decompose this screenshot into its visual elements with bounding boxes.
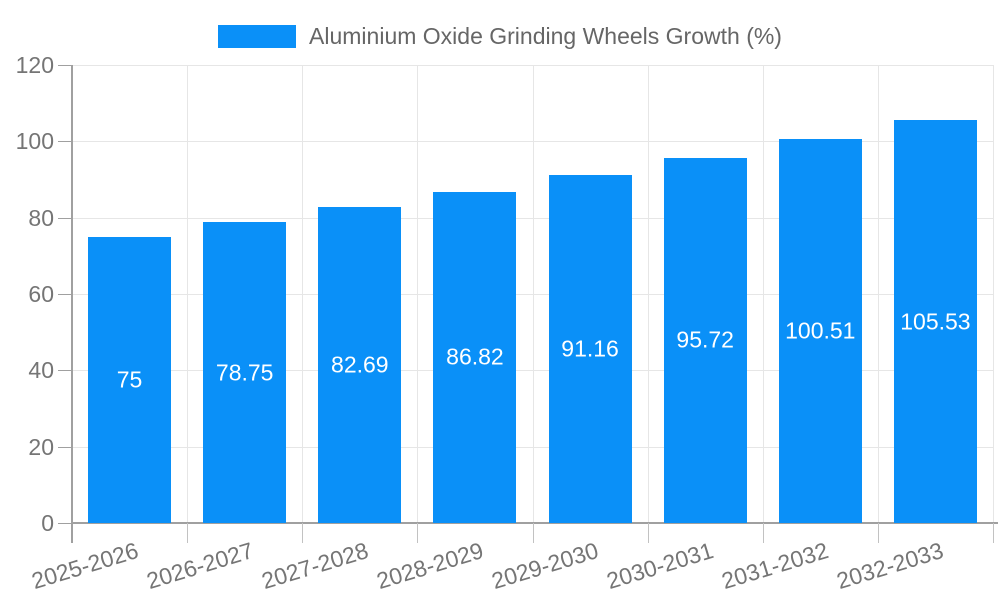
bar-value-label: 105.53 (900, 308, 971, 335)
y-tick-label: 60 (28, 281, 54, 307)
v-gridline (762, 65, 764, 523)
x-axis-tick (417, 523, 419, 543)
y-axis-tick (58, 523, 72, 524)
legend[interactable]: Aluminium Oxide Grinding Wheels Growth (… (0, 22, 1000, 50)
v-gridline (302, 65, 304, 523)
y-tick-label: 80 (28, 204, 54, 231)
v-gridline (647, 65, 649, 523)
y-axis-tick (58, 217, 72, 219)
bar-value-label: 82.69 (331, 351, 389, 378)
v-gridline (187, 65, 189, 523)
x-axis-tick (532, 523, 534, 543)
y-axis-tick (58, 65, 72, 66)
bar-value-label: 95.72 (676, 326, 734, 353)
x-axis-tick (302, 523, 304, 543)
v-gridline (877, 65, 879, 523)
y-tick-label: 100 (15, 128, 54, 155)
x-axis-tick (647, 523, 649, 543)
bar[interactable]: 78.75 (203, 222, 287, 523)
bar[interactable]: 105.53 (893, 120, 977, 523)
x-axis-tick (762, 523, 764, 543)
legend-swatch (218, 24, 297, 48)
v-gridline (417, 65, 419, 523)
bar[interactable]: 100.51 (778, 139, 862, 523)
y-axis-tick (58, 294, 72, 295)
bar-value-label: 100.51 (785, 317, 856, 344)
v-gridline (993, 65, 994, 523)
bar[interactable]: 95.72 (663, 157, 747, 523)
y-tick-label: 120 (15, 52, 54, 78)
y-axis-tick (58, 141, 72, 143)
y-tick-label: 20 (28, 433, 54, 460)
y-axis-line (71, 65, 73, 543)
y-tick-label: 40 (28, 357, 54, 384)
v-gridline (532, 65, 534, 523)
bar[interactable]: 86.82 (433, 191, 517, 523)
x-axis-line (72, 522, 998, 524)
bar[interactable]: 82.69 (318, 207, 402, 523)
x-axis-tick (993, 523, 994, 543)
legend-label: Aluminium Oxide Grinding Wheels Growth (… (309, 23, 782, 49)
bar-value-label: 75 (116, 366, 143, 393)
y-tick-label: 0 (41, 510, 54, 536)
bar[interactable]: 91.16 (548, 175, 632, 523)
bar[interactable]: 75 (88, 236, 172, 523)
y-axis-tick (58, 446, 72, 448)
x-axis-tick (187, 523, 189, 543)
bar-value-label: 91.16 (561, 335, 619, 362)
bar-value-label: 78.75 (215, 359, 274, 386)
x-axis-tick (877, 523, 879, 543)
y-axis-tick (58, 370, 72, 372)
bar-value-label: 86.82 (446, 343, 504, 370)
